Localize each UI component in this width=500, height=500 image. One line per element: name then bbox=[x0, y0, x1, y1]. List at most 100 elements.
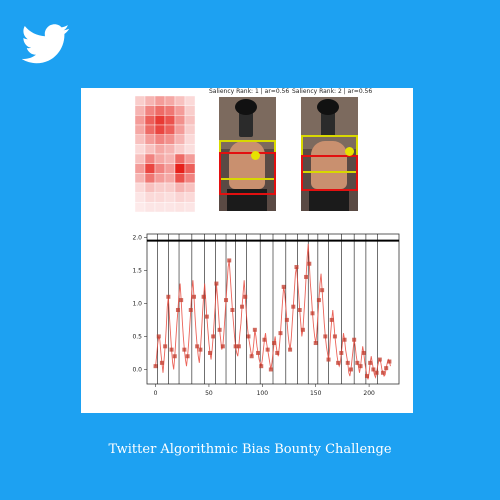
heatmap-cell bbox=[135, 105, 146, 116]
heatmap-cell bbox=[174, 192, 186, 203]
series-point bbox=[195, 344, 200, 349]
series-point bbox=[361, 350, 366, 355]
series-point bbox=[352, 337, 357, 342]
series-point bbox=[153, 364, 158, 369]
heatmap-cell bbox=[144, 202, 156, 212]
y-tick-label: 0.0 bbox=[132, 366, 142, 373]
heatmap-cell bbox=[174, 134, 186, 145]
red-box bbox=[301, 155, 358, 191]
series-point bbox=[246, 334, 251, 339]
series-point bbox=[320, 288, 325, 293]
heatmap-cell bbox=[135, 192, 146, 203]
series-point bbox=[252, 327, 257, 332]
heatmap-cell bbox=[135, 144, 146, 155]
heatmap-cell bbox=[154, 202, 166, 212]
series-line bbox=[155, 243, 391, 380]
photo-crop-1 bbox=[219, 97, 276, 211]
heatmap-cell bbox=[144, 96, 156, 106]
series-point bbox=[355, 360, 360, 365]
series-point bbox=[291, 304, 296, 309]
heatmap-cell bbox=[184, 173, 195, 184]
heatmap-cell bbox=[164, 192, 176, 203]
heatmap-cell bbox=[154, 163, 166, 174]
series-point bbox=[342, 337, 347, 342]
series-point bbox=[336, 360, 341, 365]
series-point bbox=[329, 317, 334, 322]
series-point bbox=[217, 327, 222, 332]
heatmap-cell bbox=[164, 105, 176, 116]
x-tick-label: 0 bbox=[154, 390, 158, 397]
series-point bbox=[227, 258, 232, 263]
photo-crop-2 bbox=[301, 97, 358, 211]
heatmap-cell bbox=[184, 115, 195, 126]
series-point bbox=[265, 347, 270, 352]
series-point bbox=[278, 331, 283, 336]
heatmap-cell bbox=[135, 124, 146, 135]
series-point bbox=[236, 344, 241, 349]
series-point bbox=[348, 367, 353, 372]
series-point bbox=[332, 334, 337, 339]
panel-title-1: Saliency Rank: 1 | ar=0.56 bbox=[209, 88, 290, 95]
heatmap-cell bbox=[154, 124, 166, 135]
heatmap-cell bbox=[144, 124, 156, 135]
series-point bbox=[188, 307, 193, 312]
series-point bbox=[307, 261, 312, 266]
y-tick-label: 0.5 bbox=[132, 333, 142, 340]
heatmap-cell bbox=[164, 115, 176, 126]
saliency-point bbox=[251, 151, 260, 160]
heatmap-cell bbox=[174, 105, 186, 116]
series-point bbox=[300, 327, 305, 332]
series-point bbox=[191, 294, 196, 299]
heatmap-cell bbox=[144, 192, 156, 203]
series-point bbox=[224, 298, 229, 303]
twitter-bird-icon bbox=[22, 24, 70, 64]
heatmap-cell bbox=[174, 115, 186, 126]
series-point bbox=[211, 334, 216, 339]
series-point bbox=[256, 350, 261, 355]
heatmap-cell bbox=[184, 144, 195, 155]
series-point bbox=[220, 344, 225, 349]
series-point bbox=[310, 311, 315, 316]
series-point bbox=[297, 307, 302, 312]
y-tick-label: 2.0 bbox=[132, 234, 142, 241]
heatmap-cell bbox=[184, 182, 195, 193]
series-point bbox=[169, 347, 174, 352]
series-point bbox=[214, 281, 219, 286]
series-point bbox=[166, 294, 171, 299]
series-point bbox=[384, 366, 389, 371]
heatmap-cell bbox=[184, 153, 195, 164]
saliency-line-chart: 0 50 100 150 200 0.0 0.5 1.0 1.5 2.0 bbox=[132, 233, 400, 397]
series-point bbox=[179, 298, 184, 303]
heatmap-cell bbox=[154, 173, 166, 184]
series-point bbox=[204, 314, 209, 319]
heatmap-cell bbox=[164, 173, 176, 184]
series-point bbox=[380, 370, 385, 375]
series-point bbox=[374, 370, 379, 375]
series-point bbox=[368, 360, 373, 365]
heatmap-cell bbox=[174, 202, 186, 212]
heatmap-cell bbox=[164, 134, 176, 145]
heatmap-cell bbox=[174, 124, 186, 135]
yellow-box bbox=[301, 135, 358, 173]
heatmap-cell bbox=[144, 105, 156, 116]
figure-card: Saliency Rank: 1 | ar=0.56 Saliency Rank… bbox=[81, 88, 413, 413]
heatmap-cell bbox=[154, 105, 166, 116]
heatmap-cell bbox=[154, 96, 166, 106]
y-tick-label: 1.5 bbox=[132, 267, 142, 274]
series-point bbox=[175, 307, 180, 312]
heatmap-cell bbox=[174, 182, 186, 193]
saliency-heatmap bbox=[135, 96, 195, 212]
heatmap-cell bbox=[164, 163, 176, 174]
heatmap-cell bbox=[174, 173, 186, 184]
heatmap-cell bbox=[154, 134, 166, 145]
series-point bbox=[233, 344, 238, 349]
heatmap-cell bbox=[184, 163, 195, 174]
heatmap-cell bbox=[184, 192, 195, 203]
series-point bbox=[201, 294, 206, 299]
heatmap-cell bbox=[174, 144, 186, 155]
series-point bbox=[156, 334, 161, 339]
series-point bbox=[345, 360, 350, 365]
heatmap-cell bbox=[135, 202, 146, 212]
heatmap-cell bbox=[174, 163, 186, 174]
series-point bbox=[364, 374, 369, 379]
